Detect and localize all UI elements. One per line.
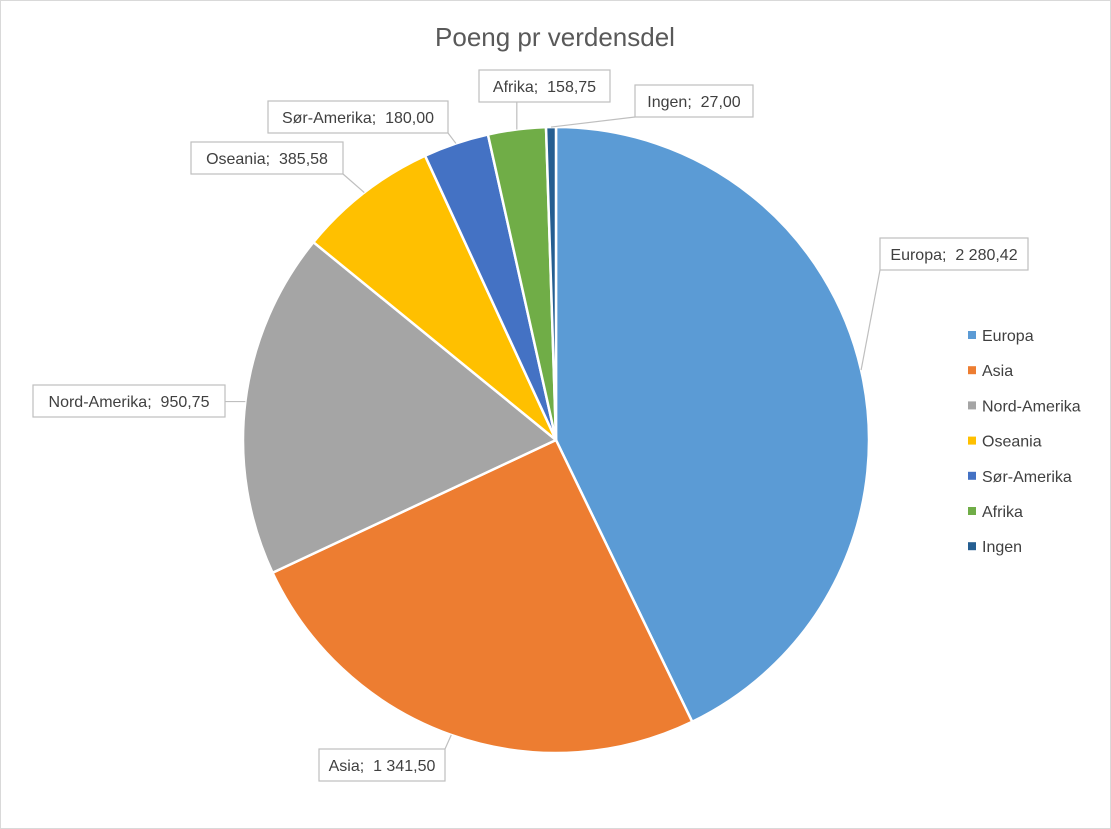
data-label-sor-amerika: Sør-Amerika; 180,00 — [282, 110, 434, 127]
data-label-oseania: Oseania; 385,58 — [206, 151, 328, 168]
data-label-asia: Asia; 1 341,50 — [329, 758, 436, 775]
legend-label-afrika: Afrika — [982, 504, 1023, 521]
data-label-box-asia — [318, 748, 446, 782]
data-label-box-oseania — [190, 141, 344, 175]
leader-line-oseania — [342, 173, 365, 194]
pie-slice-oseania — [312, 154, 558, 442]
pie-slice-europa — [554, 125, 871, 724]
leader-line-asia — [444, 734, 452, 750]
legend: Europa Asia Nord-Amerika Oseania Sør-Amerika… — [968, 328, 1081, 556]
data-label-ingen: Ingen; 27,00 — [647, 94, 741, 111]
legend-swatch-sor-amerika — [968, 471, 976, 480]
legend-swatch-oseania — [968, 436, 976, 445]
chart-title: Poeng pr verdensdel — [435, 22, 675, 52]
legend-swatch-afrika — [968, 507, 976, 515]
leader-line-ingen — [550, 116, 636, 128]
data-label-europa: Europa; 2 280,42 — [890, 247, 1017, 264]
legend-swatch-ingen — [968, 542, 976, 551]
leader-line-europa — [860, 269, 881, 371]
legend-swatch-europa — [968, 331, 976, 339]
legend-swatch-asia — [968, 366, 976, 375]
legend-label-nord-amerika: Nord-Amerika — [982, 398, 1081, 415]
data-label-box-nord-amerika — [32, 384, 226, 418]
data-label-afrika: Afrika; 158,75 — [493, 79, 596, 96]
data-label-nord-amerika: Nord-Amerika; 950,75 — [49, 394, 210, 411]
legend-label-ingen: Ingen — [982, 539, 1022, 556]
data-label-box-sor-amerika — [267, 100, 449, 134]
data-labels: Europa; 2 280,42 Asia; 1 341,50 Nord-Ameri… — [32, 69, 1029, 782]
leader-line-sor-amerika — [447, 132, 457, 144]
data-label-box-europa — [879, 237, 1029, 271]
data-label-box-ingen — [634, 84, 754, 118]
legend-swatch-nord-amerika — [968, 401, 976, 410]
legend-label-sor-amerika: Sør-Amerika — [982, 469, 1072, 486]
pie-slices — [241, 125, 871, 755]
data-label-box-afrika — [478, 69, 611, 103]
pie-slice-nord-amerika — [241, 240, 558, 574]
pie-slice-asia — [271, 438, 694, 755]
legend-label-europa: Europa — [982, 328, 1034, 345]
legend-label-asia: Asia — [982, 363, 1013, 380]
legend-label-oseania: Oseania — [982, 434, 1042, 451]
